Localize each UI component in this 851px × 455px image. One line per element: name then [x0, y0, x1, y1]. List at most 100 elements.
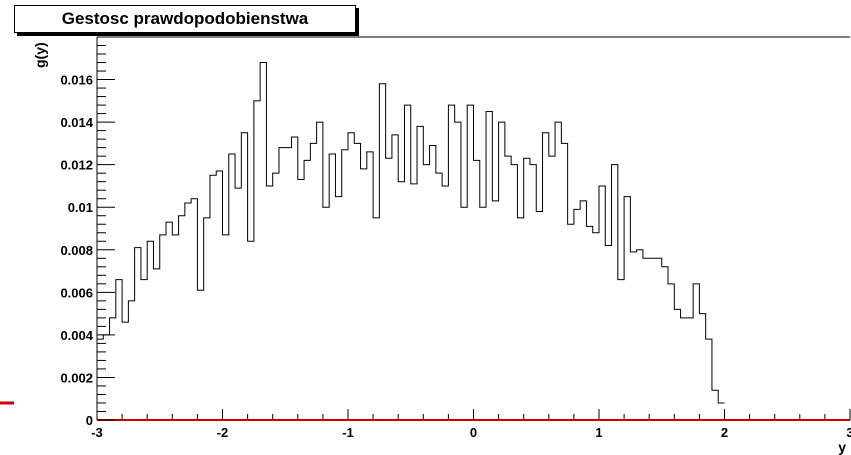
histogram-bin [97, 339, 103, 420]
histogram-bin [612, 165, 618, 420]
histogram-bin [467, 105, 473, 420]
histogram-bin [486, 111, 492, 420]
x-tick-label: 1 [595, 425, 602, 440]
histogram-bin [511, 165, 517, 420]
histogram-bin [348, 133, 354, 420]
y-tick-label: 0.006 [60, 285, 93, 300]
histogram-bin [191, 199, 197, 420]
histogram-bin [310, 143, 316, 420]
histogram-bin [624, 197, 630, 420]
y-axis-title: g(y) [32, 42, 48, 68]
histogram-bin [543, 133, 549, 420]
histogram-bin [655, 258, 661, 420]
x-axis-title: y [838, 439, 846, 455]
histogram-bin [386, 158, 392, 420]
histogram-bin [285, 148, 291, 420]
histogram-bin [536, 211, 542, 420]
histogram-bin [430, 146, 436, 420]
histogram-bin [480, 207, 486, 420]
histogram-bin [712, 390, 718, 420]
histogram-bin [260, 63, 266, 420]
x-axis: -3 -2 -1 0 1 2 3 [91, 409, 851, 440]
histogram-bin [273, 173, 279, 420]
histogram-bin [499, 122, 505, 420]
x-tick-label: -2 [217, 425, 229, 440]
histogram-bin [436, 173, 442, 420]
histogram-bin [586, 226, 592, 420]
histogram-bin [110, 318, 116, 420]
histogram-bin [681, 318, 687, 420]
histogram-bin [392, 135, 398, 420]
histogram-bin [649, 258, 655, 420]
histogram-bin [687, 318, 693, 420]
histogram-bin [555, 122, 561, 420]
histogram-bin [630, 252, 636, 420]
histogram-bin [210, 175, 216, 420]
histogram-bin [172, 235, 178, 420]
histogram-bin [147, 241, 153, 420]
histogram-bin [662, 267, 668, 420]
histogram-bin [279, 148, 285, 420]
histogram-bin [524, 158, 530, 420]
histogram-bin [361, 169, 367, 420]
histogram-bin [455, 122, 461, 420]
histogram-bin [461, 207, 467, 420]
chart-title: Gestosc prawdopodobienstwa [14, 5, 356, 33]
histogram-bin [593, 233, 599, 420]
histogram-bin [699, 314, 705, 420]
histogram-bin [292, 137, 298, 420]
y-tick-label: 0.01 [68, 200, 93, 215]
y-tick-label: 0.002 [60, 370, 93, 385]
histogram-bin [216, 171, 222, 420]
histogram-bin [580, 201, 586, 420]
histogram-bin [568, 224, 574, 420]
histogram-bin [229, 154, 235, 420]
histogram-bin [411, 184, 417, 420]
histogram-bin [160, 235, 166, 420]
histogram-bin [417, 126, 423, 420]
histogram-bin [329, 154, 335, 420]
histogram-bin [574, 209, 580, 420]
histogram-bin [342, 150, 348, 420]
histogram-bin [599, 186, 605, 420]
histogram-bin [373, 218, 379, 420]
histogram-bin [135, 248, 141, 420]
y-tick-label: 0.014 [60, 115, 93, 130]
histogram-bin [674, 309, 680, 420]
histogram-bin [248, 241, 254, 420]
histogram-bin [298, 180, 304, 420]
histogram-bin [549, 156, 555, 420]
histogram-bin [122, 322, 128, 420]
histogram-bin [241, 133, 247, 420]
histogram-bin [116, 280, 122, 420]
y-tick-label: 0.004 [60, 328, 93, 343]
histogram-series [96, 62, 725, 420]
y-tick-label: 0.012 [60, 158, 93, 173]
histogram-bin [354, 143, 360, 420]
histogram-bin [505, 156, 511, 420]
histogram-bin [128, 301, 134, 420]
x-tick-label: 2 [721, 425, 728, 440]
histogram-bin [668, 284, 674, 420]
histogram-bin [223, 235, 229, 420]
y-tick-label: 0.016 [60, 73, 93, 88]
histogram-bin [266, 186, 272, 420]
histogram-outline [96, 62, 725, 420]
histogram-bin [693, 284, 699, 420]
x-tick-label: -1 [342, 425, 354, 440]
histogram-bin [304, 160, 310, 420]
histogram-bin [718, 403, 724, 420]
histogram-bin [474, 160, 480, 420]
histogram-bin [235, 188, 241, 420]
histogram-bin [141, 280, 147, 420]
histogram-bin [517, 218, 523, 420]
y-axis: 0 0.002 0.004 0.006 0.008 0.01 0.012 0.014 0.016 [60, 36, 115, 428]
histogram-bin [492, 201, 498, 420]
histogram-bin [166, 222, 172, 420]
histogram-bin [442, 186, 448, 420]
histogram-bin [323, 207, 329, 420]
histogram-bin [561, 143, 567, 420]
histogram-bin [197, 290, 203, 420]
histogram-bin [185, 203, 191, 420]
x-tick-label: 3 [846, 425, 851, 440]
